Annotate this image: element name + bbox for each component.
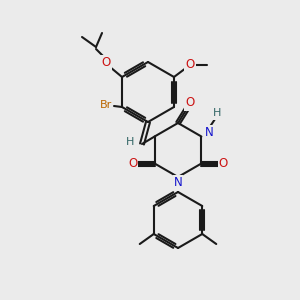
Text: O: O [128,157,137,170]
Text: O: O [185,58,195,71]
Text: H: H [126,137,134,147]
Text: N: N [174,176,182,190]
Text: N: N [205,126,214,139]
Text: H: H [213,109,222,118]
Text: O: O [219,157,228,170]
Text: Br: Br [100,100,112,110]
Text: O: O [101,56,111,70]
Text: O: O [185,97,195,110]
